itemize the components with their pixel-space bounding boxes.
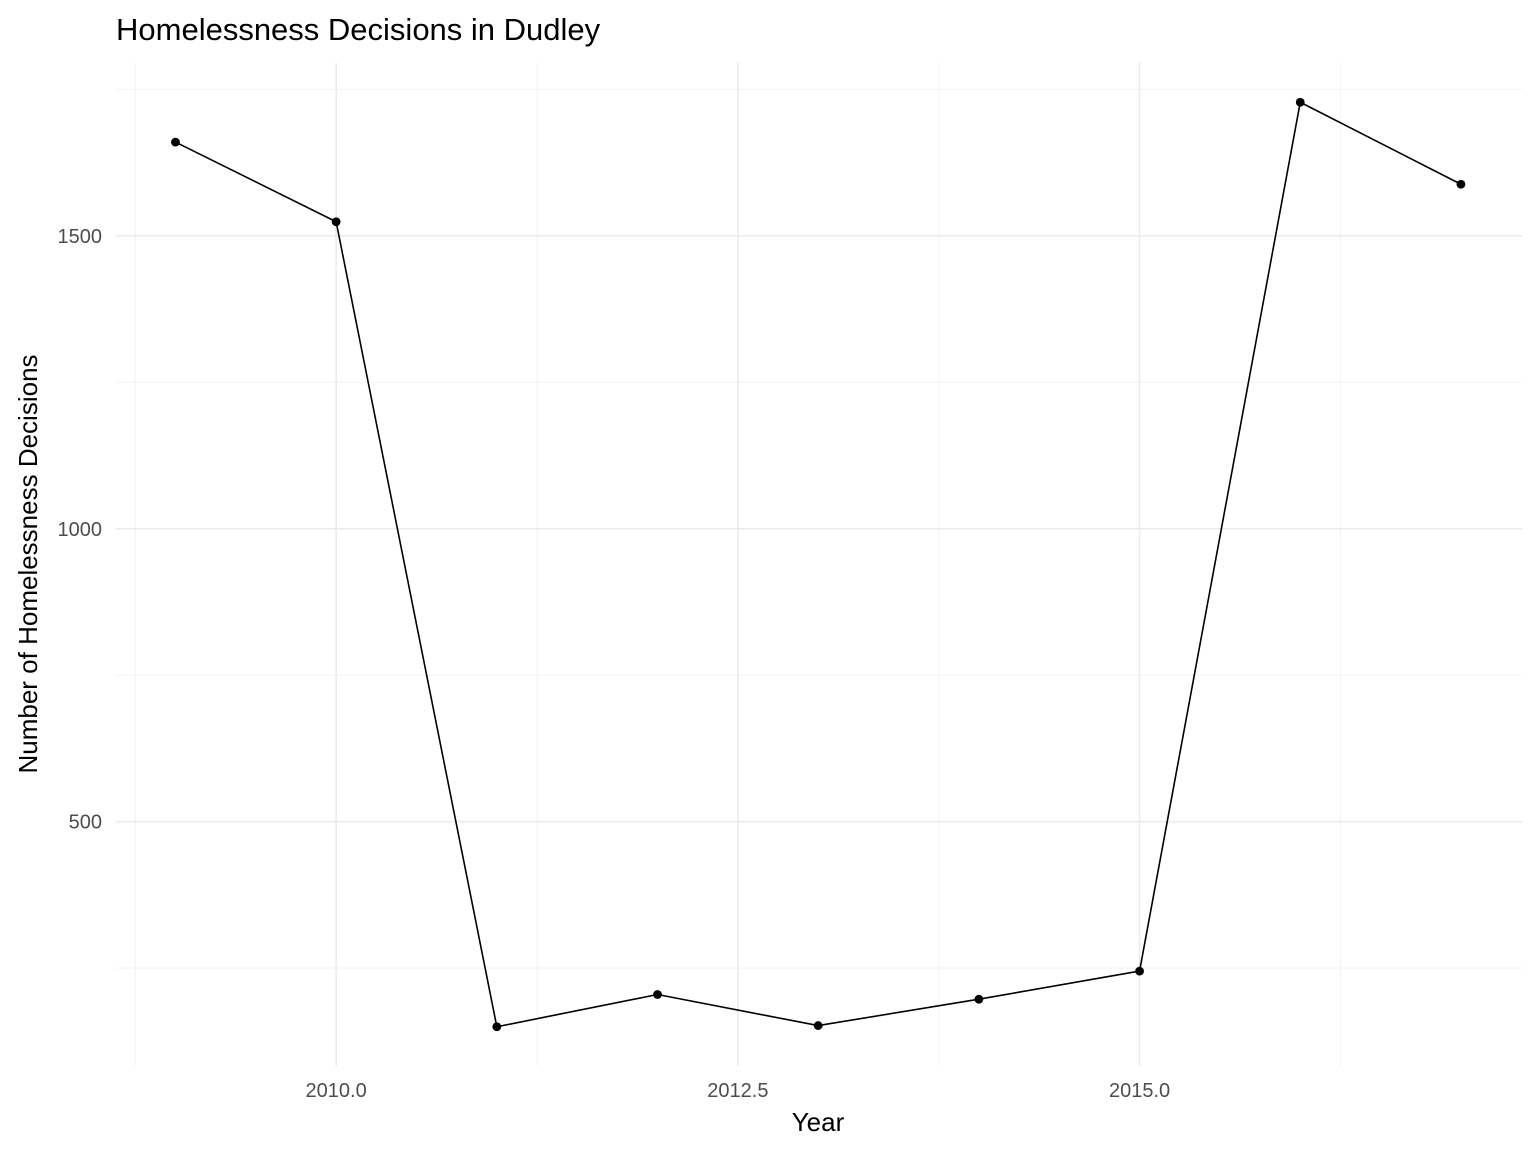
chart-title: Homelessness Decisions in Dudley [116, 12, 601, 47]
data-point [974, 994, 984, 1004]
x-tick-label: 2015.0 [1109, 1080, 1170, 1102]
x-axis-tick-labels: 2010.0 2012.5 2015.0 [306, 1080, 1171, 1102]
data-point [1295, 97, 1305, 107]
y-axis-title: Number of Homelessness Decisions [13, 354, 43, 773]
y-tick-label: 500 [69, 812, 102, 834]
y-tick-label: 1000 [58, 519, 103, 541]
data-point [492, 1022, 502, 1032]
data-point [331, 217, 341, 227]
data-point [1456, 179, 1466, 189]
major-gridlines [116, 63, 1522, 1066]
x-axis-title: Year [792, 1107, 845, 1137]
data-series [171, 97, 1466, 1032]
data-point [653, 990, 662, 999]
x-tick-label: 2012.5 [707, 1080, 768, 1102]
y-axis-tick-labels: 500 1000 1500 [58, 226, 103, 834]
data-point [171, 137, 180, 147]
data-point [1135, 966, 1144, 976]
minor-gridlines [116, 63, 1522, 1066]
data-point [813, 1021, 823, 1030]
series-line [175, 101, 1462, 1028]
y-tick-label: 1500 [58, 226, 103, 248]
x-tick-label: 2010.0 [306, 1080, 367, 1102]
